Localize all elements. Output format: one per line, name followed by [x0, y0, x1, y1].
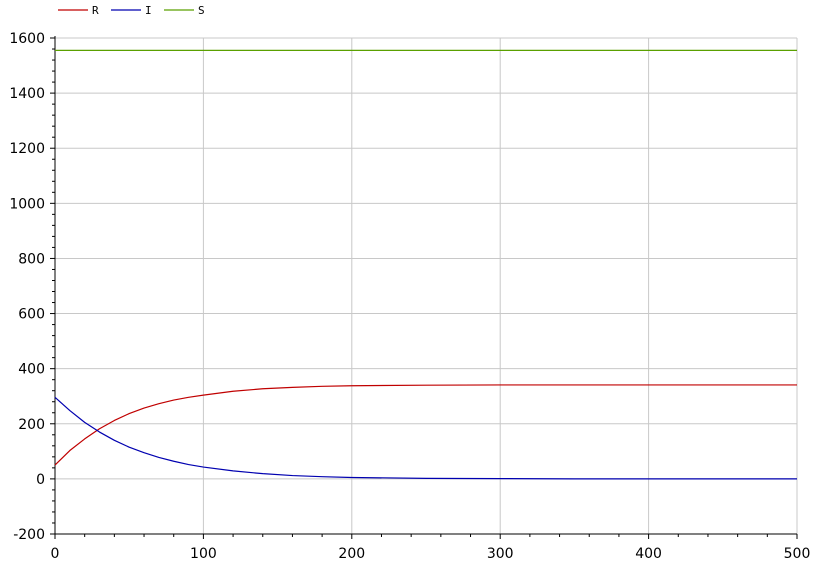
x-tick-label: 500	[784, 546, 811, 562]
y-tick-label: 1600	[9, 31, 45, 47]
legend-item-s: S	[164, 4, 205, 17]
x-tick-label: 400	[635, 546, 662, 562]
y-tick-label: 200	[18, 417, 45, 433]
series-line-i	[54, 396, 797, 480]
tick-labels: -200 0 200 400 600 800 1000 1200 1400 1600 0 100 200…	[9, 31, 810, 562]
grid	[55, 37, 798, 535]
x-tick-label: 300	[487, 546, 514, 562]
legend-item-i: I	[111, 4, 152, 17]
x-tick-label: 0	[51, 546, 60, 562]
y-tick-label: 1400	[9, 86, 45, 102]
legend-item-r: R	[58, 4, 99, 17]
y-tick-label: 1000	[9, 196, 45, 212]
legend-label: S	[198, 4, 205, 17]
x-tick-label: 100	[190, 546, 217, 562]
axes	[50, 36, 798, 539]
y-tick-label: -200	[13, 527, 45, 543]
legend-label: I	[145, 4, 152, 17]
series-line-r	[54, 384, 797, 466]
series-group	[54, 49, 797, 480]
y-tick-label: 400	[18, 362, 45, 378]
x-tick-label: 200	[338, 546, 365, 562]
y-tick-label: 600	[18, 307, 45, 323]
y-tick-label: 800	[18, 251, 45, 267]
legend-label: R	[92, 4, 99, 17]
y-tick-label: 1200	[9, 141, 45, 157]
y-tick-label: 0	[36, 472, 45, 488]
